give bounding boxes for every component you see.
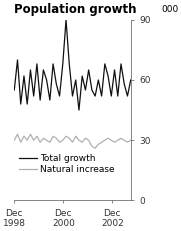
Natural increase [65,135,67,138]
Total growth [110,95,112,97]
Natural increase [88,139,90,142]
Legend: Total growth, Natural increase: Total growth, Natural increase [19,154,115,174]
Total growth [94,95,96,97]
Total growth [42,69,45,71]
Natural increase [49,141,51,144]
Total growth [78,109,80,112]
Total growth [68,63,70,65]
Natural increase [29,133,31,136]
Total growth [16,58,19,61]
Total growth [120,63,122,65]
Natural increase [123,139,125,142]
Natural increase [33,139,35,142]
Total growth [84,89,87,91]
Total growth [130,79,132,81]
Natural increase [94,147,96,150]
Total growth [104,63,106,65]
Total growth [71,95,74,97]
Natural increase [20,141,22,144]
Natural increase [113,141,116,144]
Total growth [33,95,35,97]
Total growth [58,95,61,97]
Total growth [75,79,77,81]
Total growth [126,95,129,97]
Total growth [29,69,31,71]
Natural increase [36,135,38,138]
Natural increase [23,135,25,138]
Natural increase [62,139,64,142]
Total growth [91,89,93,91]
Natural increase [117,139,119,142]
Total growth [23,75,25,77]
Natural increase [97,143,99,146]
Natural increase [81,141,83,144]
Text: 000: 000 [161,5,178,14]
Natural increase [91,145,93,148]
Natural increase [78,139,80,142]
Total growth [55,83,57,85]
Total growth [123,83,125,85]
Natural increase [75,135,77,138]
Total growth [88,69,90,71]
Natural increase [68,137,70,140]
Natural increase [52,135,54,138]
Natural increase [46,139,48,142]
Total growth [97,79,99,81]
Total growth [107,75,109,77]
Total growth [117,95,119,97]
Total growth [26,103,28,106]
Natural increase [42,137,45,140]
Total growth [52,63,54,65]
Total growth [113,69,116,71]
Total growth [36,63,38,65]
Natural increase [13,139,15,142]
Natural increase [100,141,103,144]
Total growth [13,89,15,91]
Natural increase [84,137,87,140]
Natural increase [71,141,74,144]
Total growth [20,103,22,106]
Total growth [65,18,67,21]
Total growth [81,75,83,77]
Line: Total growth: Total growth [14,20,131,110]
Total growth [46,79,48,81]
Total growth [49,99,51,101]
Total growth [62,63,64,65]
Line: Natural increase: Natural increase [14,134,131,148]
Natural increase [58,141,61,144]
Natural increase [55,137,57,140]
Natural increase [104,139,106,142]
Natural increase [39,141,41,144]
Text: Population growth: Population growth [14,3,137,16]
Natural increase [126,141,129,144]
Natural increase [130,139,132,142]
Total growth [100,95,103,97]
Natural increase [110,139,112,142]
Natural increase [107,137,109,140]
Natural increase [16,133,19,136]
Total growth [39,99,41,101]
Natural increase [26,139,28,142]
Natural increase [120,137,122,140]
